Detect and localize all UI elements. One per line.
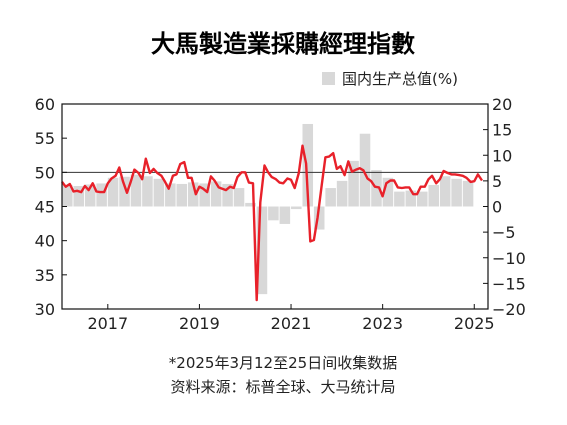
gdp-bar: [130, 174, 142, 207]
gdp-bar: [371, 170, 382, 207]
legend-label: 国内生产总值(%): [342, 70, 458, 88]
x-tick-label: 2019: [179, 314, 220, 333]
gdp-bar: [451, 178, 462, 207]
gdp-bar: [62, 184, 73, 207]
gdp-bar: [348, 160, 359, 207]
gdp-bar: [268, 206, 279, 221]
gdp-bar: [336, 180, 348, 207]
gdp-bar: [405, 190, 417, 207]
pmi-line: [61, 144, 483, 302]
gdp-bar: [394, 191, 405, 207]
gdp-bar: [313, 206, 325, 230]
gdp-bar: [84, 184, 96, 207]
gdp-bar: [210, 181, 222, 207]
gdp-bar: [279, 206, 291, 224]
chart-title: 大馬製造業採購經理指數: [151, 30, 415, 58]
x-axis: 2017 2019 2021 2023 2025: [87, 304, 495, 333]
right-tick-label: −10: [492, 249, 526, 268]
gdp-bar: [153, 178, 165, 207]
footnote-source: 资料来源：标普全球、大马统计局: [170, 378, 395, 396]
right-tick-label: −20: [492, 300, 526, 319]
left-tick-label: 50: [35, 163, 55, 182]
footnote-survey: *2025年3月12至25日间收集数据: [169, 354, 397, 372]
gdp-bar: [256, 206, 268, 295]
gdp-bar: [359, 133, 371, 207]
x-tick-label: 2021: [271, 314, 312, 333]
gdp-bar: [199, 183, 210, 207]
left-tick-label: 35: [35, 266, 55, 285]
gdp-bar: [291, 206, 302, 210]
right-tick-label: 5: [492, 172, 502, 191]
gdp-bar: [382, 177, 394, 207]
gdp-bar: [119, 176, 130, 207]
right-tick-label: 0: [492, 198, 502, 217]
gdp-bars: [62, 123, 474, 295]
gdp-bar: [428, 184, 439, 207]
gdp-bar: [417, 191, 428, 207]
left-tick-label: 60: [35, 95, 55, 114]
gdp-bar: [73, 186, 84, 207]
left-tick-label: 30: [35, 300, 55, 319]
gdp-bar: [222, 183, 233, 207]
left-tick-label: 40: [35, 232, 55, 251]
x-tick-label: 2025: [454, 314, 495, 333]
gdp-bar: [142, 176, 153, 207]
right-tick-label: −15: [492, 274, 526, 293]
gdp-bar: [107, 177, 119, 207]
right-tick-label: 15: [492, 121, 512, 140]
gdp-bar: [325, 188, 336, 207]
gdp-bar: [233, 188, 245, 207]
left-tick-label: 45: [35, 198, 55, 217]
left-tick-label: 55: [35, 129, 55, 148]
right-tick-label: −5: [492, 223, 516, 242]
left-axis: 30 35 40 45 50 55 60: [35, 95, 67, 319]
gdp-bar: [176, 183, 188, 207]
gdp-bar: [302, 123, 314, 207]
plot-area: [61, 103, 489, 310]
x-tick-label: 2023: [362, 314, 403, 333]
right-axis: −20 −15 −10 −5 0 5 10 15 20: [483, 95, 526, 319]
gdp-bar: [165, 183, 176, 207]
right-tick-label: 20: [492, 95, 512, 114]
right-tick-label: 10: [492, 146, 512, 165]
gdp-bar: [462, 180, 474, 207]
legend-swatch: [322, 72, 335, 85]
gdp-bar: [96, 183, 107, 207]
gdp-bar: [245, 202, 256, 207]
gdp-bar: [439, 176, 451, 207]
legend: 国内生产总值(%): [322, 70, 458, 88]
x-tick-label: 2017: [87, 314, 128, 333]
gdp-bar: [187, 182, 199, 207]
